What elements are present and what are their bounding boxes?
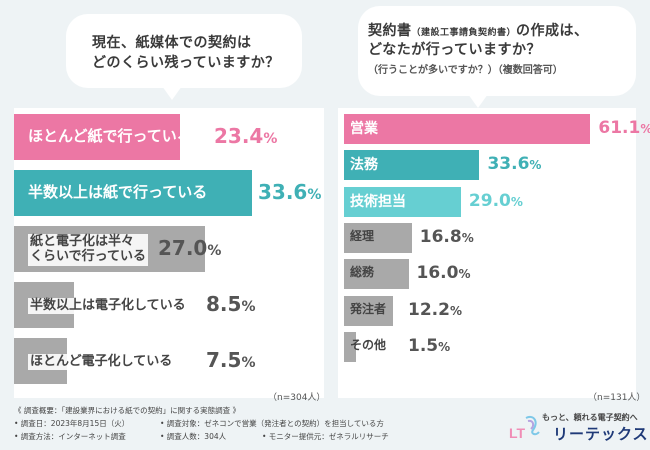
footer-target: • 調査対象：ゼネコンで営業（発注者との契約）を担当している方 [160,419,384,428]
bar-category-label: 経理 [350,228,375,243]
bar-category-label: 紙と電子化は半々 くらいで行っている [28,234,148,266]
bar-category-label: 発注者 [350,301,387,316]
bar-category-label: その他 [350,337,387,352]
bar-value-label: 61.1% [598,118,650,138]
bar [344,331,356,362]
bar-category-label: 半数以上は紙で行っている [28,183,208,202]
bubble-tail [468,94,488,108]
bar-value-label: 7.5% [206,348,256,372]
right-question-line1b: （建設工事請負契約書） [411,28,517,38]
footer-provider: • モニター提供元：ゼネラルリサーチ [262,432,389,441]
bar [344,186,461,217]
footer-date: • 調査日：2023年8月15日（火） [14,419,130,428]
bar [344,222,412,253]
right-sample-size: （n=131人） [588,393,646,403]
brand-logo-icon: LT [509,416,540,441]
footer-count: • 調査人数：304人 [160,432,227,441]
right-question-line1c: の作成は、 [516,23,589,39]
footer-overview: 《 調査概要：「建設業界における紙での契約」に関する実態調査 》 [14,406,241,415]
bar-value-label: 27.0% [158,236,222,260]
bar [14,114,180,160]
bar-category-label: 技術担当 [350,193,406,210]
left-question-line1: 現在、紙媒体での契約は [92,35,252,51]
left-question-bubble: 現在、紙媒体での契約は どのくらい残っていますか？ [66,14,302,100]
bar-value-label: 16.0% [416,263,471,284]
left-sample-size: （n=304人） [268,393,326,403]
bar [344,259,409,290]
logo-mark-text: LT [509,425,526,441]
bar-value-label: 12.2% [408,299,462,320]
bar [344,150,480,181]
bar-category-label: ほとんど電子化している [28,353,175,371]
bar-category-label: 半数以上は電子化している [28,297,188,315]
logo-tagline: もっと、頼れる電子契約へ [542,413,638,422]
bar [14,170,253,216]
bar-value-label: 16.8% [419,226,474,247]
right-question-line3: （行うことが多いですか？）（複数回答可） [368,65,563,76]
bar-category-label: 営業 [350,121,378,137]
right-question-line1a: 契約書 [368,23,412,39]
bar-value-label: 23.4% [214,124,278,148]
bar-category-label: 法務 [350,157,378,174]
bar-category-label: 総務 [350,265,375,280]
logo-name: リーテックス [553,425,649,443]
footer-method: • 調査方法：インターネット調査 [14,432,126,441]
bar [344,114,591,144]
bar [344,295,394,326]
right-question-line2: どなたが行っていますか？ [368,42,542,58]
right-question-line1: 契約書（建設工事請負契約書）の作成は、 [368,20,589,40]
bar-value-label: 33.6% [487,154,542,175]
left-question-line2: どのくらい残っていますか？ [92,55,280,71]
bar-value-label: 33.6% [258,180,322,204]
bar-category-label: ほとんど紙で行っている [28,127,192,146]
right-question-bubble: 契約書（建設工事請負契約書）の作成は、 どなたが行っていますか？ （行うことが多… [358,6,636,108]
bar-value-label: 8.5% [206,292,256,316]
bar-value-label: 29.0% [468,190,523,211]
bubble-tail [162,86,182,100]
bar-value-label: 1.5% [408,335,451,356]
